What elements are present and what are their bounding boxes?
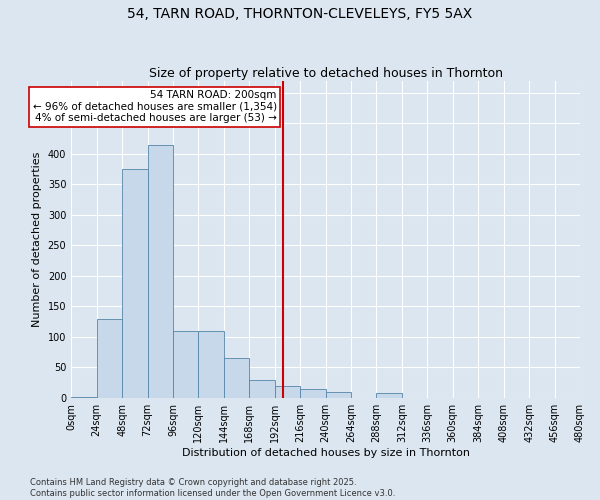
Bar — [148, 144, 173, 398]
Bar — [376, 393, 402, 398]
Y-axis label: Number of detached properties: Number of detached properties — [32, 152, 42, 327]
Text: 54, TARN ROAD, THORNTON-CLEVELEYS, FY5 5AX: 54, TARN ROAD, THORNTON-CLEVELEYS, FY5 5… — [127, 8, 473, 22]
Bar — [71, 396, 97, 398]
Text: 54 TARN ROAD: 200sqm
← 96% of detached houses are smaller (1,354)
4% of semi-det: 54 TARN ROAD: 200sqm ← 96% of detached h… — [33, 90, 277, 124]
Bar — [199, 330, 224, 398]
X-axis label: Distribution of detached houses by size in Thornton: Distribution of detached houses by size … — [182, 448, 470, 458]
Bar — [97, 318, 122, 398]
Bar — [275, 386, 300, 398]
Bar — [300, 388, 326, 398]
Bar — [326, 392, 351, 398]
Bar — [249, 380, 275, 398]
Bar — [173, 330, 199, 398]
Text: Contains HM Land Registry data © Crown copyright and database right 2025.
Contai: Contains HM Land Registry data © Crown c… — [30, 478, 395, 498]
Bar — [224, 358, 249, 398]
Bar — [122, 169, 148, 398]
Title: Size of property relative to detached houses in Thornton: Size of property relative to detached ho… — [149, 66, 503, 80]
